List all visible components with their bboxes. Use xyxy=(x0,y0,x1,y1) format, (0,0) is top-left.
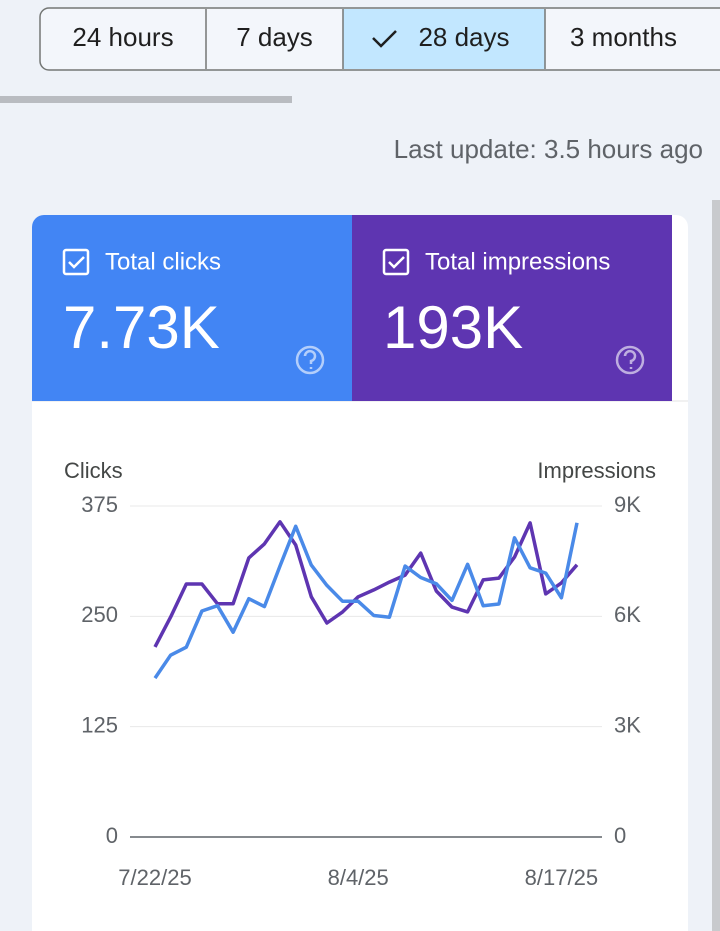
tab[interactable]: 7 days xyxy=(205,9,313,69)
scorecard[interactable]: Total impressions 193K xyxy=(352,215,672,401)
x-tick-label: 8/17/25 xyxy=(525,865,598,890)
tab-label[interactable]: 7 days xyxy=(236,22,313,52)
scorecard-label: Total impressions xyxy=(425,248,610,275)
y-tick-label: 250 xyxy=(81,602,118,627)
scorecard[interactable]: Total clicks 7.73K xyxy=(32,215,352,401)
tab-selected-bg xyxy=(343,9,545,69)
progress-bar xyxy=(0,96,292,103)
y-tick-label: 375 xyxy=(81,492,118,517)
y2-axis-title: Impressions xyxy=(537,458,656,483)
tab[interactable]: 3 months xyxy=(544,9,677,69)
y-tick-label: 0 xyxy=(106,823,118,848)
scorecard-bg xyxy=(352,215,672,401)
help-icon xyxy=(295,345,325,375)
scorecard-value: 7.73K xyxy=(63,294,220,361)
last-update: Last update: 3.5 hours ago xyxy=(394,134,703,164)
tab-label[interactable]: 24 hours xyxy=(72,22,173,52)
tab-label[interactable]: 3 months xyxy=(570,22,677,52)
scorecard-label: Total clicks xyxy=(105,248,221,275)
checkbox xyxy=(382,248,410,276)
y-tick-label: 125 xyxy=(81,712,118,737)
checkbox xyxy=(62,248,90,276)
checkbox-check xyxy=(388,256,405,269)
y2-tick-label: 0 xyxy=(614,823,626,848)
help-icon xyxy=(615,345,645,375)
tab-label[interactable]: 28 days xyxy=(418,22,509,52)
help-icon-mark xyxy=(303,349,317,369)
series-line xyxy=(153,522,579,680)
x-tick-label: 7/22/25 xyxy=(118,865,191,890)
y2-tick-label: 3K xyxy=(614,712,641,737)
help-icon-mark xyxy=(623,349,637,369)
y2-tick-label: 9K xyxy=(614,492,641,517)
y2-tick-label: 6K xyxy=(614,602,641,627)
scrollbar xyxy=(712,200,720,931)
checkbox-check xyxy=(68,256,85,269)
scorecard-value: 193K xyxy=(383,294,523,361)
x-tick-label: 8/4/25 xyxy=(328,865,389,890)
tab[interactable]: 28 days xyxy=(342,9,545,69)
check-icon xyxy=(372,30,397,48)
scorecard-bg xyxy=(32,215,352,401)
y-axis-title: Clicks xyxy=(64,458,123,483)
tab[interactable]: 24 hours xyxy=(72,22,173,52)
